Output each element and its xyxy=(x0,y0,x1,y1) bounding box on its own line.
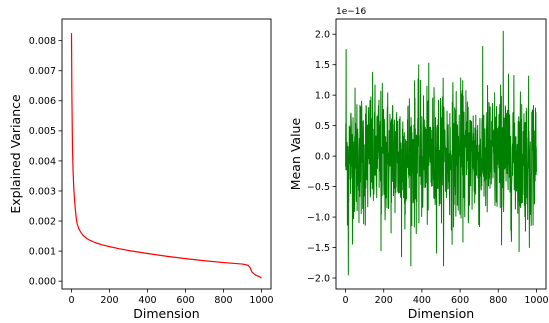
axes-frame xyxy=(335,18,547,290)
chart-mean-value: 0 200 400 600 800 1000 −2.0 −1.5 −1.0 −0.5 0.0 0.5 1… xyxy=(288,7,549,321)
y-axis-label: Explained Variance xyxy=(8,94,23,214)
y-tick-label: −1.0 xyxy=(307,212,330,223)
y-tick-label: −2.0 xyxy=(307,273,330,284)
y-tick-label: 0.006 xyxy=(29,96,56,107)
y-tick-label: 0.003 xyxy=(29,186,56,197)
x-tick-label: 600 xyxy=(451,295,469,306)
x-axis-label: Dimension xyxy=(133,306,199,321)
y-tick-label: 0.008 xyxy=(29,36,56,47)
y-tick-label: 2.0 xyxy=(315,30,330,41)
x-tick-label: 0 xyxy=(68,295,74,306)
y-tick-label: 1.0 xyxy=(315,91,330,102)
x-tick-label: 800 xyxy=(214,295,232,306)
x-tick-label: 0 xyxy=(343,295,349,306)
y-axis-label: Mean Value xyxy=(288,118,303,191)
x-tick-label: 1000 xyxy=(249,295,273,306)
x-tick-label: 200 xyxy=(100,295,118,306)
y-tick-label: 0.002 xyxy=(29,216,56,227)
x-tick-label: 400 xyxy=(138,295,156,306)
y-offset-label: 1e−16 xyxy=(336,7,367,17)
y-tick-label: 0.005 xyxy=(29,126,56,137)
x-tick-label: 800 xyxy=(489,295,507,306)
y-tick-label: 0.5 xyxy=(315,121,330,132)
axes-frame xyxy=(61,18,272,290)
y-tick-label: 0.004 xyxy=(29,156,56,167)
chart-explained-variance: 0 200 400 600 800 1000 0.000 0.001 0.002 0.003 0.0… xyxy=(8,18,274,321)
y-tick-label: 0.001 xyxy=(29,247,56,258)
y-tick-label: 1.5 xyxy=(315,60,330,71)
x-tick-label: 400 xyxy=(413,295,431,306)
y-tick-label: −1.5 xyxy=(307,243,330,254)
x-tick-label: 200 xyxy=(375,295,393,306)
y-tick-label: 0.0 xyxy=(315,152,330,163)
series-line-explained-variance xyxy=(70,33,262,279)
x-tick-label: 600 xyxy=(176,295,194,306)
y-tick-label: −0.5 xyxy=(307,182,330,193)
y-tick-label: 0.007 xyxy=(29,66,56,77)
series-line-mean-value xyxy=(345,30,537,276)
y-tick-label: 0.000 xyxy=(29,277,56,288)
x-tick-label: 1000 xyxy=(524,295,548,306)
x-axis-label: Dimension xyxy=(408,306,474,321)
